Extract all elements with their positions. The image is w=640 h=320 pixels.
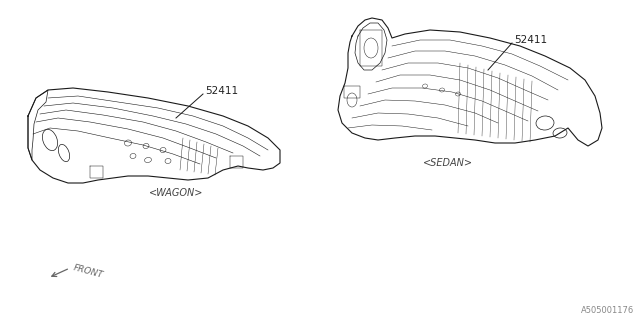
Text: FRONT: FRONT — [72, 264, 104, 280]
Polygon shape — [338, 18, 602, 146]
Text: A505001176: A505001176 — [580, 306, 634, 315]
Text: <WAGON>: <WAGON> — [149, 188, 203, 198]
Text: 52411: 52411 — [514, 35, 547, 45]
Text: <SEDAN>: <SEDAN> — [423, 158, 473, 168]
Polygon shape — [28, 88, 280, 183]
Text: 52411: 52411 — [205, 86, 238, 96]
